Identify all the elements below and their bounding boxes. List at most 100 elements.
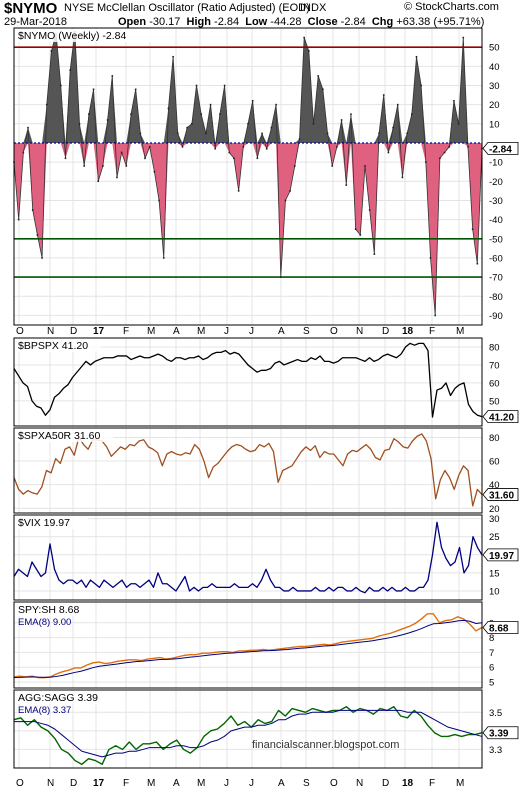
data-point: [387, 151, 390, 154]
y-tick-label: 7: [489, 648, 494, 659]
negative-area: [14, 142, 482, 316]
data-point: [31, 209, 34, 211]
data-point: [359, 234, 362, 236]
panel-label-bg: [15, 29, 151, 42]
data-point: [134, 88, 137, 91]
chg-value: +63.38 (+95.71%): [396, 16, 485, 28]
data-point: [214, 147, 217, 150]
data-point: [200, 113, 202, 116]
y-tick-label: -10: [489, 158, 503, 169]
chg-label: Chg: [371, 16, 394, 28]
x-tick-label: D: [382, 326, 389, 337]
x-tick-label: F: [123, 326, 129, 337]
data-point: [382, 94, 385, 96]
data-point: [205, 132, 207, 135]
data-point: [294, 165, 296, 167]
data-point: [60, 84, 62, 87]
y-tick-label: 80: [489, 342, 500, 353]
data-point: [130, 113, 132, 116]
data-point: [125, 165, 128, 167]
data-point: [425, 161, 427, 163]
data-point: [364, 165, 366, 167]
data-point: [78, 123, 81, 125]
data-point: [22, 151, 25, 154]
last-value-badge: [482, 726, 519, 740]
data-point: [476, 262, 479, 265]
data-point: [368, 209, 371, 211]
y-tick-label: 70: [489, 360, 500, 371]
data-point: [350, 113, 352, 116]
data-point: [331, 165, 334, 167]
y-tick-label: 50: [489, 43, 500, 54]
data-point: [326, 132, 329, 135]
data-point: [27, 126, 29, 129]
data-point: [237, 190, 240, 192]
ema-label: EMA(8) 3.37: [18, 705, 71, 716]
data-point: [411, 113, 413, 116]
series-line: [13, 706, 483, 765]
last-value-badge: [482, 621, 519, 634]
panel-label-bg: [15, 691, 107, 704]
panel-label-bg: [15, 429, 114, 442]
data-point: [303, 36, 305, 39]
data-point: [429, 257, 432, 259]
y-tick-label: 20: [489, 504, 500, 515]
ohlc-readout: Open -30.17 High -2.84 Low -44.28 Close …: [118, 16, 484, 28]
panel-bpspx: 80 70 60 50 $BPSPX 41.20 41.20: [13, 337, 519, 427]
exchange-label: INDX: [300, 2, 327, 14]
last-value-label: 41.20: [489, 413, 514, 424]
y-tick-label: 40: [489, 480, 500, 491]
data-point: [434, 314, 436, 317]
data-point: [415, 55, 418, 58]
panel-label: $SPXA50R 31.60: [18, 430, 100, 442]
data-point: [69, 69, 71, 71]
data-point: [284, 199, 287, 202]
x-tick-label: N: [356, 778, 363, 789]
series-line: [13, 342, 483, 418]
panel-frame: [13, 337, 483, 427]
x-tick-label: 18: [402, 326, 414, 337]
data-point: [265, 147, 268, 150]
data-point: [88, 113, 90, 116]
last-value-label: 3.39: [489, 729, 509, 740]
data-point: [270, 126, 273, 129]
data-point: [256, 157, 259, 160]
data-point: [247, 123, 249, 125]
watermark: financialscanner.blogspot.com: [252, 739, 400, 751]
x-tick-label: O: [330, 778, 338, 789]
low-label: Low: [245, 16, 268, 28]
y-tick-label: 15: [489, 568, 500, 579]
y-tick-label: 60: [489, 457, 500, 468]
x-tick-label: O: [330, 326, 338, 337]
panel-label: $VIX 19.97: [18, 517, 70, 529]
y-tick-label: -60: [489, 253, 503, 264]
y-tick-label: 6: [489, 663, 494, 674]
data-point: [275, 103, 277, 106]
x-tick-label: D: [70, 778, 77, 789]
data-point: [106, 119, 109, 121]
data-point: [345, 184, 348, 186]
x-tick-label: M: [147, 326, 155, 337]
y-tick-label: -20: [489, 177, 503, 188]
data-point: [298, 138, 301, 140]
series-line: [13, 433, 483, 507]
y-tick-label: 10: [489, 119, 500, 130]
last-value-label: -2.84: [489, 144, 512, 155]
data-point: [97, 180, 100, 183]
open-label: Open: [118, 16, 147, 28]
close-label: Close: [307, 16, 338, 28]
data-point: [340, 119, 343, 121]
y-tick-label: 5: [489, 678, 494, 689]
panel-label: SPY:SH 8.68: [18, 604, 79, 616]
panel-nymo: 50 40 30 20 10 -10 -20 -30 -40 -50 -60 -70 -80 -90 $NY…: [13, 27, 519, 326]
ema-line: [14, 709, 483, 758]
data-point: [279, 276, 282, 278]
data-point: [181, 146, 184, 148]
data-point: [242, 146, 245, 148]
x-tick-label: M: [456, 326, 464, 337]
y-tick-label: 60: [489, 378, 500, 389]
data-point: [457, 123, 460, 125]
brand-label: © StockCharts.com: [404, 1, 499, 13]
data-point: [167, 107, 170, 110]
